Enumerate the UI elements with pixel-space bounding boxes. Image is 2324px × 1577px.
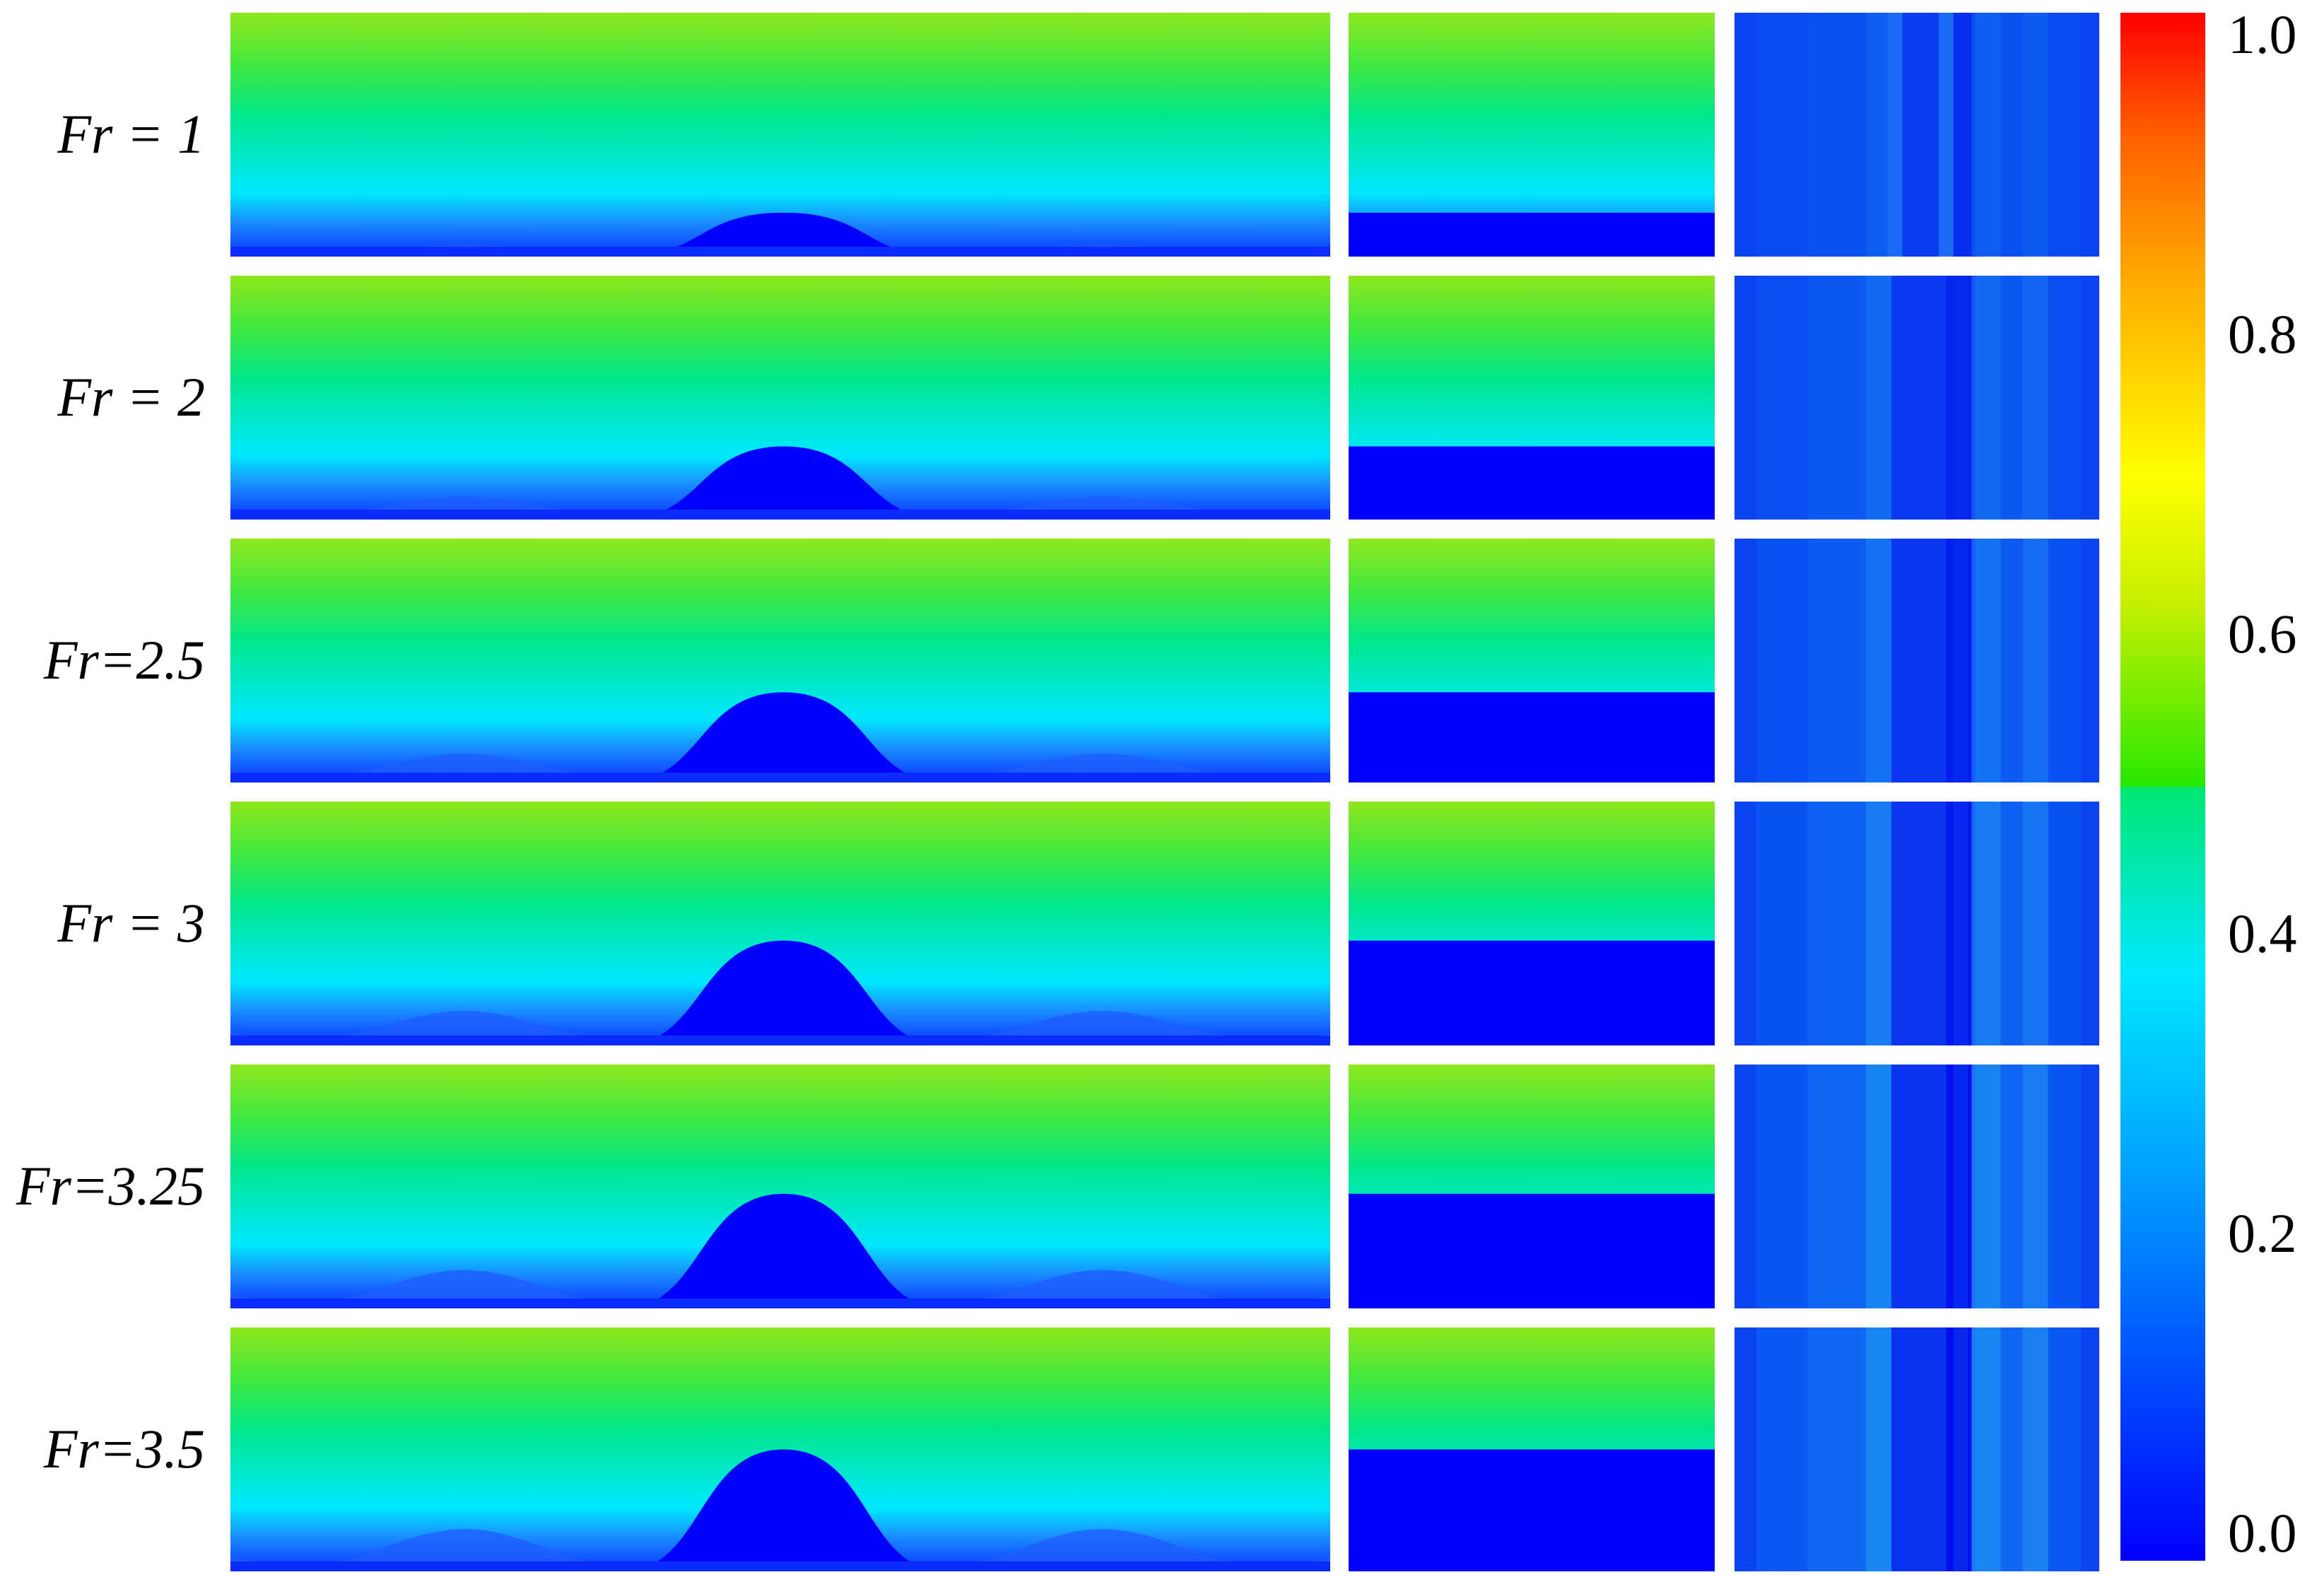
strip-6-6 [1953, 1327, 1968, 1571]
bump-4 [621, 940, 946, 1045]
strip-line-b [1938, 13, 1954, 257]
strip-4-4 [1891, 802, 1947, 1045]
strip-4-8 [2000, 802, 2023, 1045]
bump-3 [621, 692, 946, 782]
strip-3-10 [2048, 539, 2082, 782]
strip-2-10 [2048, 276, 2082, 520]
strip-4-9 [2022, 802, 2048, 1045]
strip-1-2 [1807, 13, 1866, 257]
strip-5-6 [1953, 1065, 1968, 1308]
strip-3-3 [1865, 539, 1891, 782]
strip-4-2 [1807, 802, 1866, 1045]
row-label-4: Fr = 3 [57, 891, 205, 954]
bottom-layer-4 [230, 1036, 1330, 1045]
strip-5-10 [2048, 1065, 2082, 1308]
strip-1-7 [1971, 13, 2001, 257]
strip-6-7 [1971, 1327, 2001, 1571]
step-low-3 [1349, 692, 1715, 782]
strip-5-4 [1891, 1065, 1947, 1308]
strip-2-5 [1946, 276, 1976, 520]
row-label-6: Fr=3.5 [43, 1417, 205, 1479]
strip-6-8 [2000, 1327, 2023, 1571]
bottom-layer-1 [230, 247, 1330, 257]
strip-6-2 [1807, 1327, 1866, 1571]
colorbar-tick-0-6: 0.6 [2228, 603, 2297, 664]
strip-2-6 [1953, 276, 1968, 520]
strip-3-7 [1971, 539, 2001, 782]
strip-2-8 [2000, 276, 2023, 520]
strip-2-3 [1865, 276, 1891, 520]
bottom-layer-6 [230, 1561, 1330, 1571]
row-label-2: Fr = 2 [57, 365, 205, 428]
strip-2-4 [1891, 276, 1947, 520]
bottom-layer-2 [230, 510, 1330, 520]
strip-1-8 [2000, 13, 2023, 257]
strip-2-9 [2022, 276, 2048, 520]
bottom-layer-3 [230, 773, 1330, 782]
strip-5-7 [1971, 1065, 2001, 1308]
strip-5-1 [1756, 1065, 1808, 1308]
colorbar-tick-0-2: 0.2 [2228, 1202, 2297, 1264]
row-label-3: Fr=2.5 [43, 628, 205, 691]
bump-1 [621, 212, 946, 257]
strip-4-3 [1865, 802, 1891, 1045]
strip-1-3 [1865, 13, 1891, 257]
step-low-2 [1349, 446, 1715, 520]
strip-4-1 [1756, 802, 1808, 1045]
strip-1-9 [2022, 13, 2048, 257]
step-low-1 [1349, 212, 1715, 257]
strip-panel-2 [1735, 276, 2099, 520]
strip-5-2 [1807, 1065, 1866, 1308]
strip-5-9 [2022, 1065, 2048, 1308]
strip-6-4 [1891, 1327, 1947, 1571]
strip-4-10 [2048, 802, 2082, 1045]
strip-6-9 [2022, 1327, 2048, 1571]
strip-1-1 [1756, 13, 1808, 257]
strip-3-9 [2022, 539, 2048, 782]
row-label-5: Fr=3.25 [16, 1154, 205, 1217]
bump-2 [621, 446, 946, 520]
bump-5 [621, 1193, 946, 1308]
strip-6-3 [1865, 1327, 1891, 1571]
colorbar-tick-0-4: 0.4 [2228, 903, 2297, 964]
step-low-5 [1349, 1193, 1715, 1308]
row-label-1: Fr = 1 [57, 102, 205, 165]
bottom-layer-5 [230, 1298, 1330, 1308]
strip-4-7 [1971, 802, 2001, 1045]
colorbar-tick-0-8: 0.8 [2228, 303, 2297, 365]
strip-3-4 [1891, 539, 1947, 782]
strip-3-6 [1953, 539, 1968, 782]
step-low-6 [1349, 1449, 1715, 1571]
colorbar [2120, 13, 2205, 1561]
strip-5-3 [1865, 1065, 1891, 1308]
strip-1-10 [2048, 13, 2082, 257]
strip-2-2 [1807, 276, 1866, 520]
strip-3-1 [1756, 539, 1808, 782]
strip-2-1 [1756, 276, 1808, 520]
strip-panel-1 [1735, 13, 2099, 257]
strip-1-6 [1953, 13, 1968, 257]
strip-5-8 [2000, 1065, 2023, 1308]
strip-3-2 [1807, 539, 1866, 782]
strip-4-6 [1953, 802, 1968, 1045]
strip-line-a [1887, 13, 1903, 257]
colorbar-tick-0-0: 0.0 [2228, 1502, 2297, 1564]
colorbar-tick-1-0: 1.0 [2228, 4, 2297, 65]
strip-6-1 [1756, 1327, 1808, 1571]
strip-6-10 [2048, 1327, 2082, 1571]
strip-2-7 [1971, 276, 2001, 520]
bump-6 [621, 1449, 946, 1571]
strip-3-8 [2000, 539, 2023, 782]
step-low-4 [1349, 940, 1715, 1045]
